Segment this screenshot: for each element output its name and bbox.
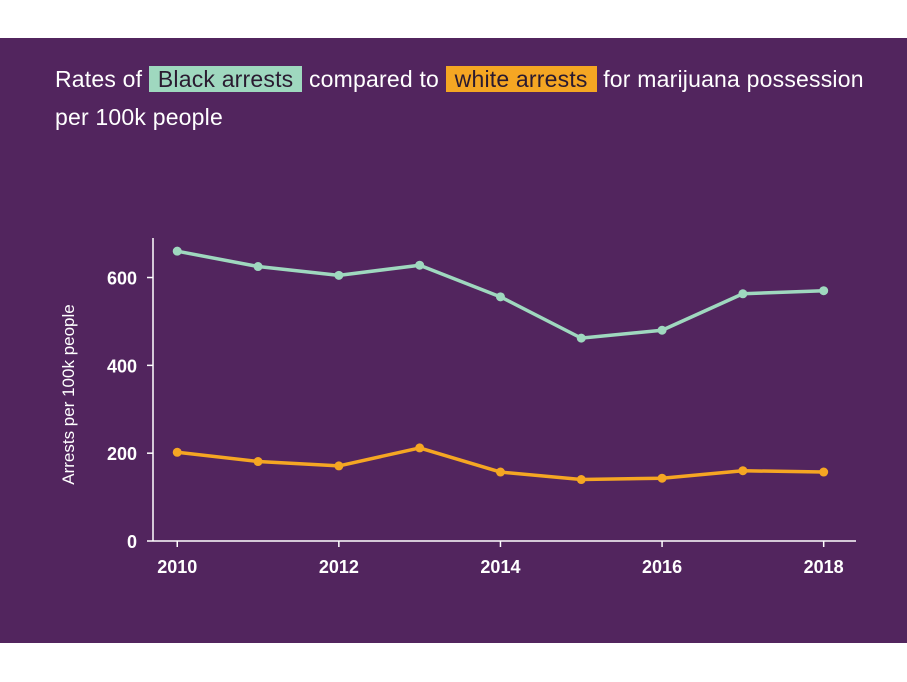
x-tick-label: 2010 xyxy=(157,557,197,577)
y-tick-label: 600 xyxy=(107,269,137,289)
x-tick-label: 2018 xyxy=(804,557,844,577)
black-data-point xyxy=(576,333,586,343)
x-tick-label: 2014 xyxy=(480,557,520,577)
white-data-point xyxy=(172,447,182,457)
title-part-1: Rates of xyxy=(55,66,143,92)
black-data-point xyxy=(495,292,505,302)
chart-panel: Rates of Black arrests compared to white… xyxy=(0,38,907,643)
black-data-point xyxy=(657,325,667,335)
title-part-3: for marijuana possession per 100k people xyxy=(55,66,864,130)
black-data-point xyxy=(334,270,344,280)
white-data-point xyxy=(738,466,748,476)
black-data-point xyxy=(172,246,182,256)
y-tick-label: 0 xyxy=(127,532,137,552)
black-arrests-legend: Black arrests xyxy=(148,66,303,92)
white-data-point xyxy=(253,457,263,467)
black-data-point xyxy=(738,289,748,299)
white-data-point xyxy=(819,467,829,477)
white-data-point xyxy=(576,475,586,485)
white-data-point xyxy=(415,443,425,453)
y-tick-label: 200 xyxy=(107,444,137,464)
black-data-point xyxy=(415,260,425,270)
black-data-point xyxy=(253,262,263,272)
white-data-point xyxy=(334,461,344,471)
black-data-point xyxy=(819,286,829,296)
line-chart: 0 200 400 600 2010 2012 2014 2016 2018 Arrests pe… xyxy=(59,238,856,577)
white-arrests-legend: white arrests xyxy=(445,66,597,92)
x-tick-label: 2016 xyxy=(642,557,682,577)
chart-title: Rates of Black arrests compared to white… xyxy=(55,60,885,136)
white-data-point xyxy=(495,467,505,477)
x-tick-label: 2012 xyxy=(319,557,359,577)
white-data-point xyxy=(657,473,667,483)
title-part-2: compared to xyxy=(308,66,440,92)
y-axis-label: Arrests per 100k people xyxy=(59,304,78,485)
y-tick-label: 400 xyxy=(107,356,137,376)
